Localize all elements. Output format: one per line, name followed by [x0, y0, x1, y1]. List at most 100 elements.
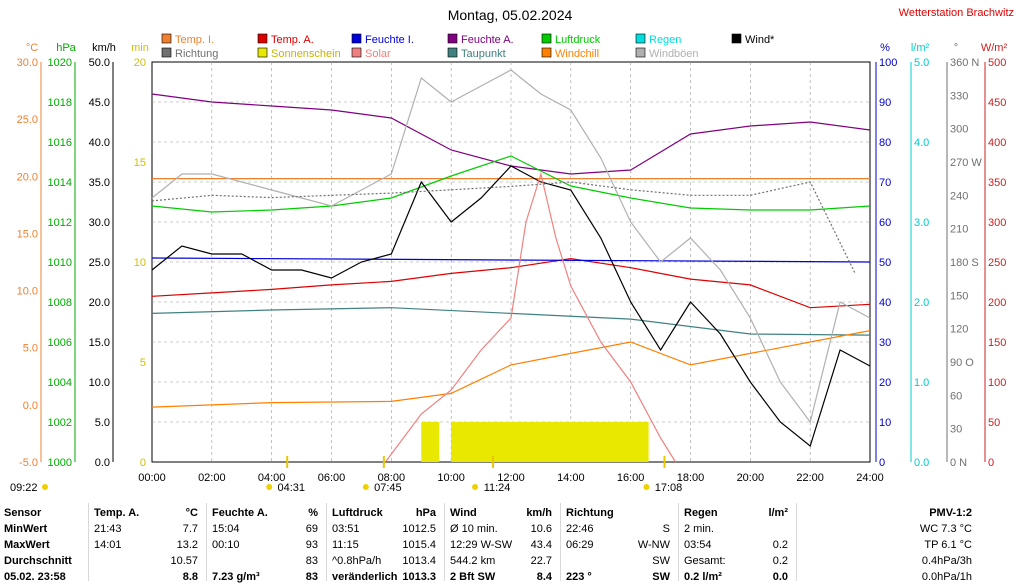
x-tick-label: 22:00	[796, 472, 824, 484]
temp-unit: °C	[185, 507, 198, 519]
pressure_hpa-tick: 1020	[48, 57, 72, 69]
temp_c-tick: 5.0	[23, 343, 38, 355]
pressure_hpa-tick: 1016	[48, 137, 72, 149]
pressure_hpa-tick: 1002	[48, 417, 72, 429]
temp-max-time: 14:01	[94, 539, 122, 551]
pressure_hpa-tick: 1004	[48, 377, 72, 389]
wind-avg: 22.7	[530, 555, 552, 567]
pressure-max-time: 11:15	[332, 539, 359, 551]
table-col-humidity: Feuchte A.% 15:04 69 00:10 93 83 7.23 g/m³…	[208, 503, 324, 583]
legend-label: Temp. I.	[175, 34, 214, 46]
wind_kmh-unit: km/h	[92, 42, 116, 54]
legend-label: Luftdruck	[555, 34, 601, 46]
wind_kmh-tick: 35.0	[89, 177, 110, 189]
solar_wm2-tick: 350	[988, 177, 1006, 189]
humidity-min-time: 15:04	[212, 523, 240, 535]
pressure_hpa-tick: 1014	[48, 177, 72, 189]
solar_wm2-tick: 200	[988, 297, 1006, 309]
humidity_pct-tick: 100	[879, 57, 897, 69]
table-col-direction: Richtung 22:46 S 06:29 W-NW SW 223 ° SW	[562, 503, 676, 583]
pressure_hpa-tick: 1012	[48, 217, 72, 229]
table-col-rain: Regen l/m² 2 min. 03:54 0.2 Gesamt: 0.2 0.2…	[680, 503, 794, 583]
humidity-unit: %	[308, 507, 318, 519]
legend-swatch	[635, 33, 646, 44]
rain-title: Regen	[684, 507, 718, 519]
x-tick-label: 24:00	[856, 472, 884, 484]
rain-max: 0.2	[772, 539, 788, 551]
legend-swatch	[257, 47, 268, 58]
humidity_pct-tick: 90	[879, 97, 891, 109]
rain_lm2-tick: 2.0	[914, 297, 929, 309]
summary-table: Sensor MinWert MaxWert Durchschnitt 05.0…	[0, 503, 1021, 583]
sun_min-tick: 15	[134, 157, 146, 169]
corner-time-label: 09:22	[10, 482, 38, 494]
legend-swatch	[635, 47, 646, 58]
x-tick-label: 16:00	[617, 472, 645, 484]
legend-label: Temp. A.	[271, 34, 314, 46]
temp_c-tick: 25.0	[17, 114, 38, 126]
sun_min-tick: 10	[134, 257, 146, 269]
legend-swatch	[257, 33, 268, 44]
table-col-pmv: PMV-1:2 WC 7.3 °C TP 6.1 °C 0.4hPa/3h 0.…	[798, 503, 978, 583]
temp_c-tick: 30.0	[17, 57, 38, 69]
pressure_hpa-tick: 1000	[48, 457, 72, 469]
wind_kmh-tick: 45.0	[89, 97, 110, 109]
pmv-windchill: WC 7.3 °C	[919, 523, 972, 535]
x-tick-label: 20:00	[737, 472, 765, 484]
wind_kmh-tick: 0.0	[95, 457, 110, 469]
direction_deg-tick: 150	[950, 290, 968, 302]
row-label-sensor: Sensor	[4, 507, 42, 519]
wind-max: 43.4	[530, 539, 552, 551]
legend-swatch	[161, 33, 172, 44]
wind-title: Wind	[450, 507, 477, 519]
pmv-trend1h: 0.0hPa/1h	[921, 571, 972, 583]
direction_deg-tick: 360 N	[950, 57, 979, 69]
wind-run: 544.2 km	[450, 555, 496, 567]
direction_deg-tick: 90 O	[950, 357, 974, 369]
series-windchill	[151, 330, 871, 408]
humidity_pct-tick: 10	[879, 417, 891, 429]
rain_lm2-tick: 3.0	[914, 217, 929, 229]
rain-sum: 0.2 l/m²	[684, 571, 722, 583]
sun_min-tick: 5	[140, 357, 146, 369]
row-label-min: MinWert	[4, 523, 48, 535]
humidity-max-time: 00:10	[212, 539, 240, 551]
direction_deg-tick: 60	[950, 390, 962, 402]
temp_c-tick: -5.0	[19, 457, 38, 469]
pressure-min-time: 03:51	[332, 523, 360, 535]
wind-max-time: 12:29 W-SW	[450, 539, 513, 551]
temp-avg: 10.57	[170, 555, 198, 567]
table-col-pressure: Luftdruck hPa 03:51 1012.5 11:15 1015.4 ^0.…	[328, 503, 442, 583]
humidity-min: 69	[305, 523, 318, 535]
wind-current: 8.4	[536, 571, 552, 583]
rain-interval: 2 min.	[684, 523, 714, 535]
direction-deg: 223 °	[566, 571, 592, 583]
wind_kmh-tick: 25.0	[89, 257, 110, 269]
legend-swatch	[161, 47, 172, 58]
pressure-title: Luftdruck	[332, 507, 383, 519]
direction_deg-tick: 330	[950, 90, 968, 102]
series-temp-a-	[151, 257, 871, 309]
pressure_hpa-unit: hPa	[56, 42, 76, 54]
series-feuchte-i-	[151, 257, 871, 263]
temp_c-tick: 0.0	[23, 400, 38, 412]
wind_kmh-tick: 15.0	[89, 337, 110, 349]
temp-max: 13.2	[176, 539, 198, 551]
station-name: Wetterstation Brachwitz	[899, 7, 1014, 19]
temp_c-tick: 15.0	[17, 228, 38, 240]
legend-label: Feuchte A.	[461, 34, 514, 46]
series-windb-en	[151, 69, 871, 424]
humidity-title: Feuchte A.	[212, 507, 268, 519]
direction-max: W-NW	[637, 539, 670, 551]
legend-swatch	[731, 33, 742, 44]
legend-label: Wind*	[745, 34, 775, 46]
solar_wm2-tick: 0	[988, 457, 994, 469]
pmv-trend3h: 0.4hPa/3h	[921, 555, 972, 567]
solar_wm2-tick: 250	[988, 257, 1006, 269]
solar_wm2-tick: 100	[988, 377, 1006, 389]
direction_deg-tick: 210	[950, 224, 968, 236]
solar_wm2-tick: 300	[988, 217, 1006, 229]
rain_lm2-tick: 4.0	[914, 137, 929, 149]
pressure-min: 1012.5	[402, 523, 436, 535]
humidity_pct-tick: 50	[879, 257, 891, 269]
